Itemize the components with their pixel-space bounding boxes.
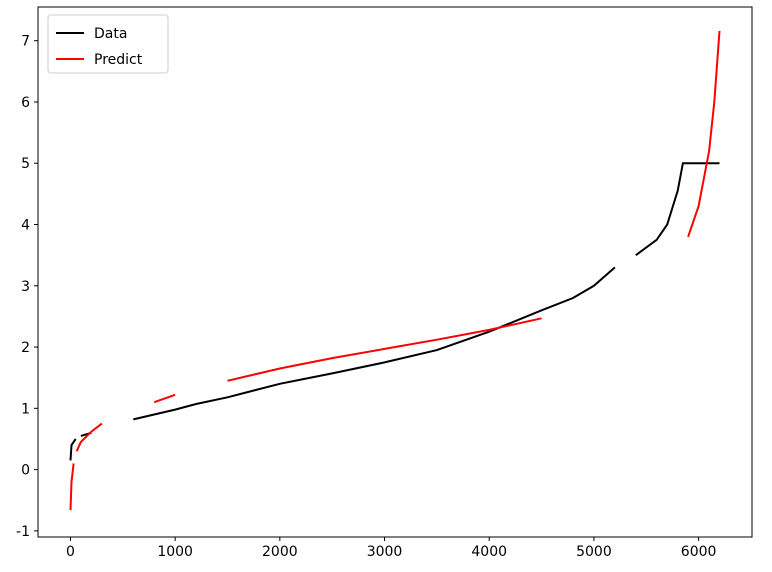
legend-label: Data — [94, 26, 127, 42]
x-tick-label: 4000 — [471, 544, 507, 560]
legend-label: Predict — [94, 52, 143, 68]
y-tick-label: 1 — [21, 401, 30, 417]
y-tick-label: 4 — [21, 218, 30, 234]
series-line — [69, 162, 720, 461]
x-tick-label: 2000 — [262, 544, 298, 560]
x-tick-label: 3000 — [367, 544, 403, 560]
x-tick-label: 0 — [66, 544, 75, 560]
x-tick-label: 5000 — [576, 544, 612, 560]
y-tick-label: -1 — [16, 524, 30, 540]
y-tick-label: 3 — [21, 279, 30, 295]
x-tick-label: 6000 — [681, 544, 717, 560]
y-tick-label: 5 — [21, 156, 30, 172]
y-tick-label: 0 — [21, 463, 30, 479]
x-tick-label: 1000 — [157, 544, 193, 560]
y-tick-label: 7 — [21, 34, 30, 50]
y-tick-label: 6 — [21, 95, 30, 111]
y-tick-label: 2 — [21, 340, 30, 356]
series-line — [69, 30, 721, 511]
plot-frame — [37, 6, 753, 538]
